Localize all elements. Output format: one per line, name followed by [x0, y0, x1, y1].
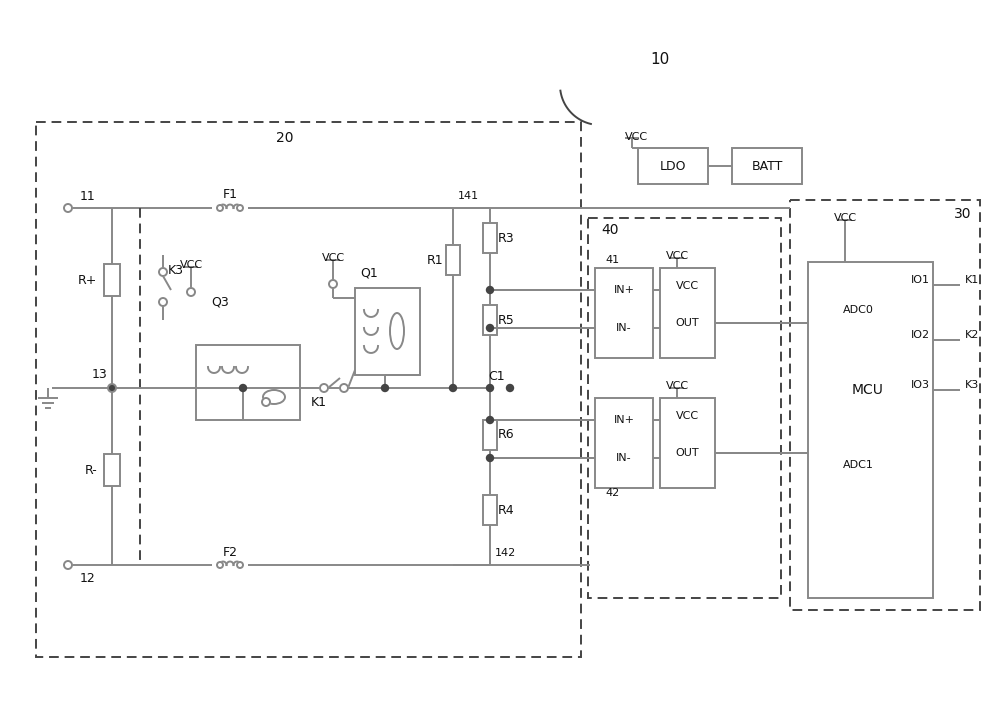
Bar	[36, 122, 581, 657]
Text: VCC: VCC	[625, 132, 648, 142]
Text: 41: 41	[605, 255, 619, 265]
Circle shape	[237, 562, 243, 568]
Circle shape	[187, 288, 195, 296]
Text: IO3: IO3	[911, 380, 930, 390]
Circle shape	[262, 398, 270, 406]
Circle shape	[329, 280, 337, 288]
Text: R3: R3	[498, 232, 515, 244]
Text: F2: F2	[222, 546, 238, 558]
Text: OUT: OUT	[675, 318, 699, 328]
Circle shape	[486, 287, 494, 294]
Text: Q1: Q1	[360, 267, 378, 279]
Text: IN-: IN-	[616, 323, 632, 333]
Circle shape	[486, 417, 494, 424]
Circle shape	[64, 561, 72, 569]
Text: K3: K3	[965, 380, 979, 390]
Text: R4: R4	[498, 503, 515, 517]
Bar	[638, 148, 708, 184]
Text: 142: 142	[495, 548, 516, 558]
Circle shape	[108, 384, 116, 391]
Circle shape	[159, 298, 167, 306]
Circle shape	[507, 384, 514, 391]
Text: VCC: VCC	[321, 253, 345, 263]
Text: R1: R1	[426, 253, 443, 267]
Text: 141: 141	[458, 191, 479, 201]
Bar	[104, 264, 120, 296]
Text: K2: K2	[965, 330, 979, 340]
Bar	[808, 262, 933, 598]
Text: MCU: MCU	[852, 383, 884, 397]
Bar	[732, 148, 802, 184]
Text: IO2: IO2	[911, 330, 930, 340]
Text: F1: F1	[222, 189, 238, 201]
Text: 13: 13	[91, 368, 107, 382]
Text: IN-: IN-	[616, 453, 632, 463]
Text: K3: K3	[168, 263, 184, 277]
Text: LDO: LDO	[660, 160, 686, 172]
Text: R6: R6	[498, 429, 515, 441]
Text: Q3: Q3	[211, 296, 229, 308]
Text: 40: 40	[601, 223, 619, 237]
Text: VCC: VCC	[665, 381, 689, 391]
Text: 11: 11	[80, 189, 96, 203]
Bar	[104, 454, 120, 486]
Circle shape	[237, 205, 243, 211]
Text: K1: K1	[311, 396, 327, 410]
Text: K1: K1	[965, 275, 979, 285]
Circle shape	[340, 384, 348, 392]
Text: VCC: VCC	[675, 281, 699, 291]
Text: 10: 10	[650, 53, 670, 68]
Bar	[595, 268, 653, 358]
Circle shape	[217, 562, 223, 568]
Bar	[595, 398, 653, 488]
Circle shape	[486, 384, 494, 391]
Text: R5: R5	[498, 313, 515, 327]
Text: R+: R+	[78, 273, 97, 287]
Circle shape	[486, 325, 494, 332]
Text: VCC: VCC	[179, 260, 203, 270]
Text: ADC0: ADC0	[843, 305, 873, 315]
Circle shape	[159, 268, 167, 276]
Text: ADC1: ADC1	[843, 460, 873, 470]
Bar	[660, 398, 715, 488]
Circle shape	[320, 384, 328, 392]
Circle shape	[64, 204, 72, 212]
Text: R-: R-	[84, 463, 97, 477]
Text: OUT: OUT	[675, 448, 699, 458]
Circle shape	[382, 384, 388, 391]
Bar	[483, 420, 497, 450]
Text: VCC: VCC	[833, 213, 857, 223]
Bar	[660, 268, 715, 358]
Bar	[790, 200, 980, 610]
Bar	[483, 223, 497, 253]
Bar	[483, 495, 497, 525]
Bar	[196, 345, 300, 420]
Text: BATT: BATT	[751, 160, 783, 172]
Circle shape	[450, 384, 456, 391]
Circle shape	[217, 205, 223, 211]
Circle shape	[486, 455, 494, 462]
Text: IO1: IO1	[911, 275, 930, 285]
Text: VCC: VCC	[665, 251, 689, 261]
Text: 30: 30	[954, 207, 972, 221]
Circle shape	[240, 384, 246, 391]
Text: VCC: VCC	[675, 411, 699, 421]
Text: 20: 20	[276, 131, 294, 145]
Bar	[483, 305, 497, 335]
Bar	[355, 288, 420, 375]
Circle shape	[108, 384, 116, 392]
Text: C1: C1	[488, 370, 505, 384]
Bar	[446, 245, 460, 275]
Text: IN+: IN+	[614, 285, 635, 295]
Text: 12: 12	[80, 572, 96, 584]
Bar	[588, 218, 781, 598]
Text: 42: 42	[605, 488, 619, 498]
Text: IN+: IN+	[614, 415, 635, 425]
